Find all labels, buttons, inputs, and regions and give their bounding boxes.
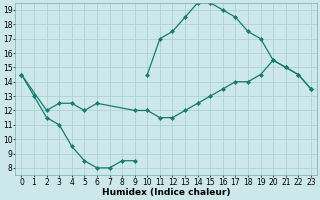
X-axis label: Humidex (Indice chaleur): Humidex (Indice chaleur) [102, 188, 230, 197]
